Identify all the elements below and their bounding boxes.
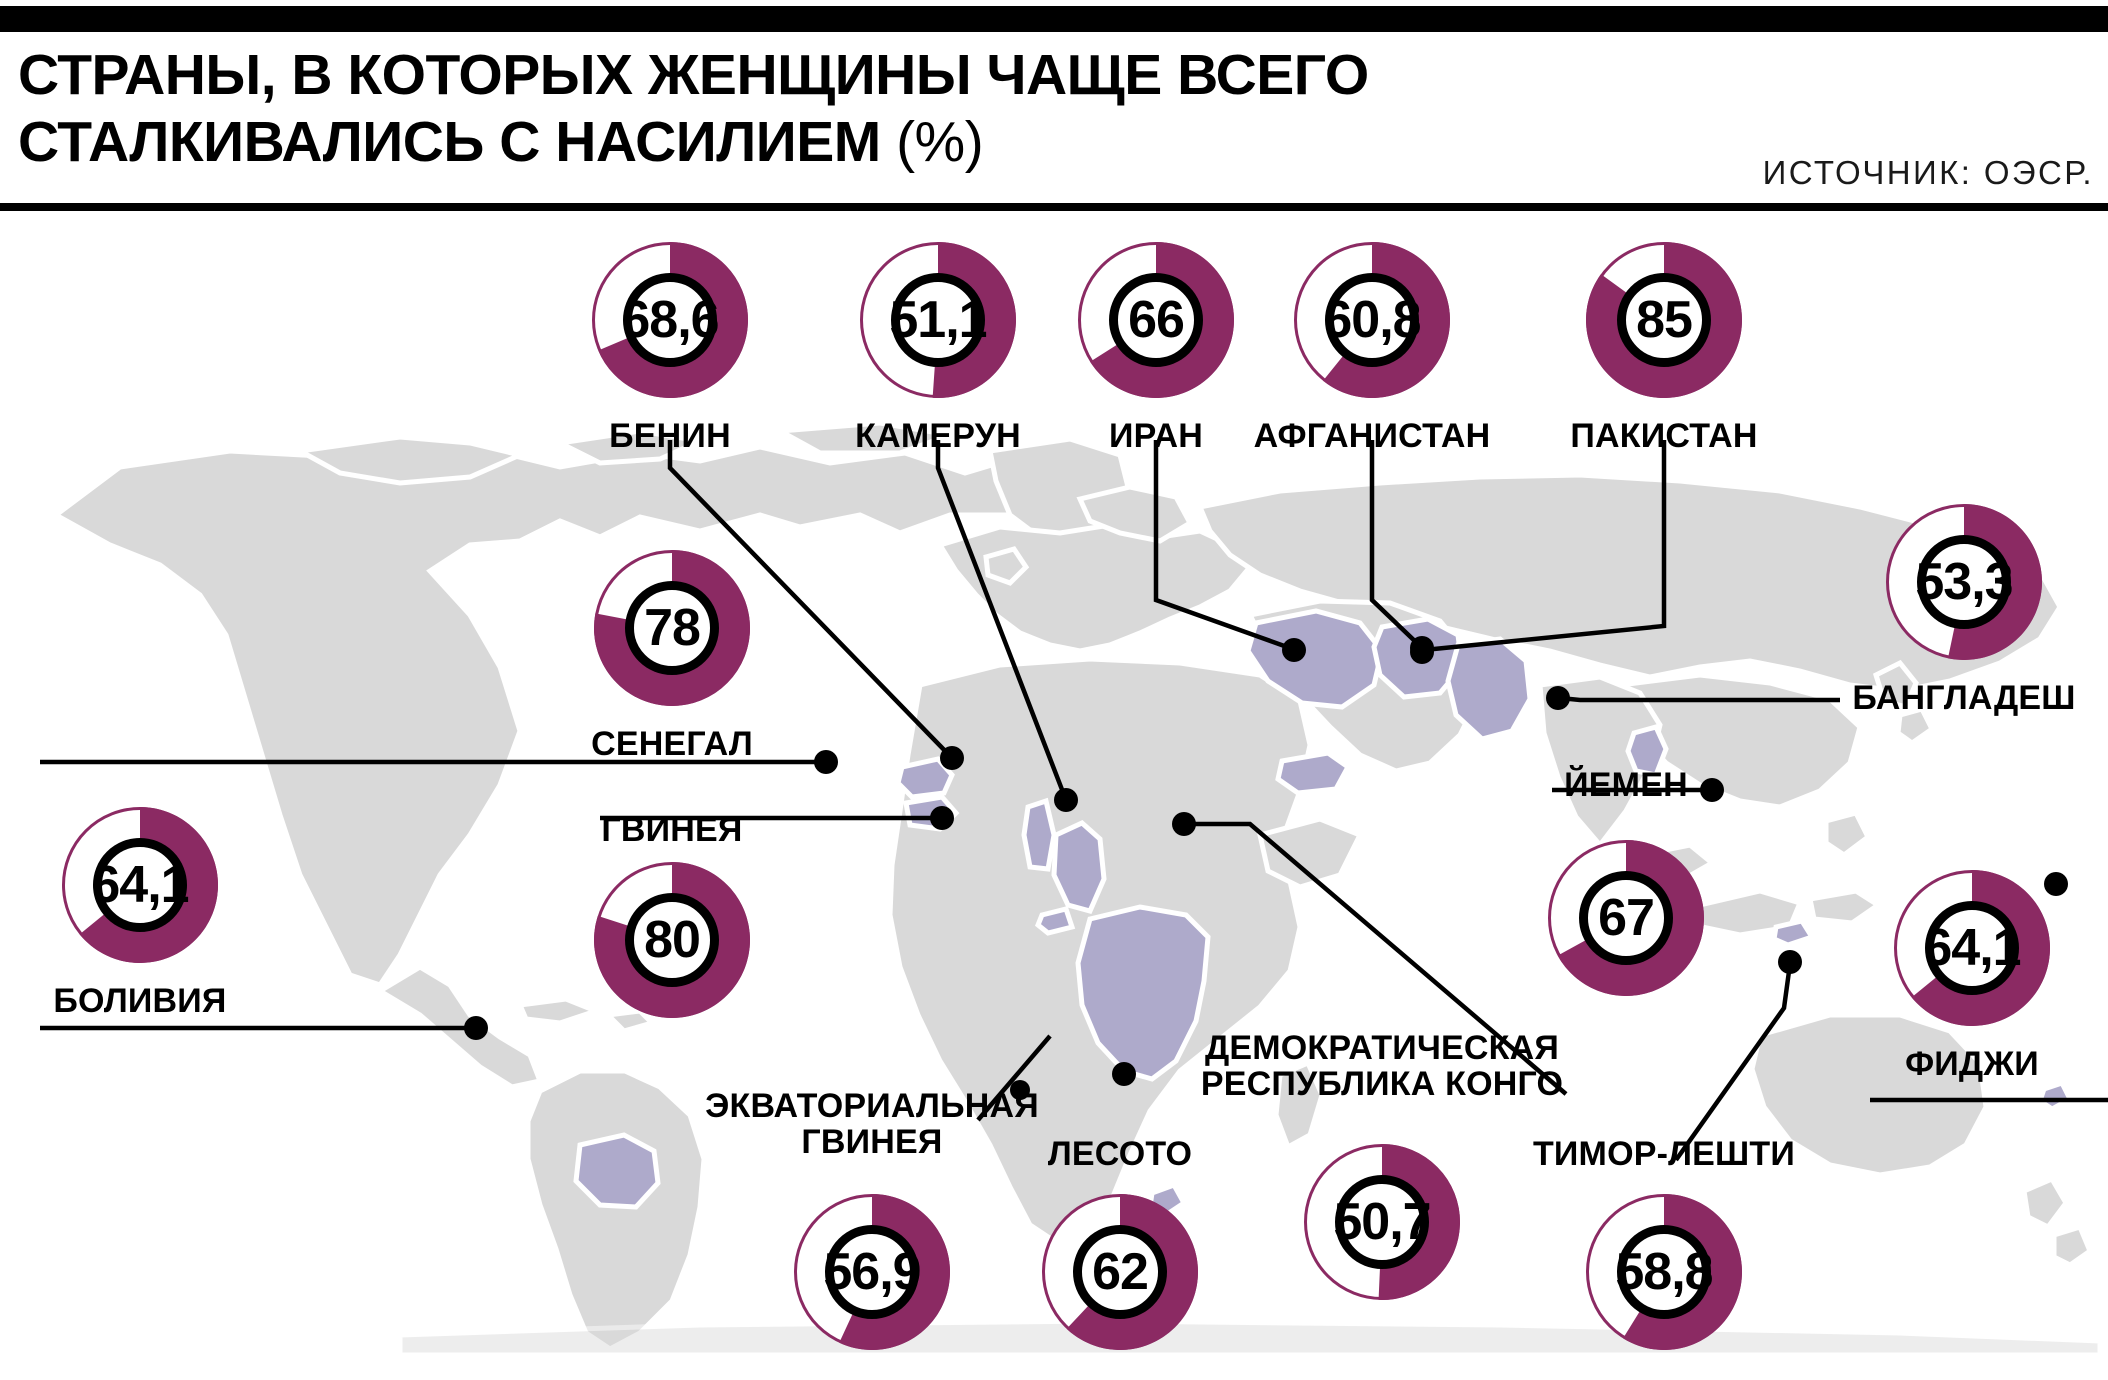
donut-node-guinea[interactable]: 80: [591, 859, 753, 1021]
top-divider: [0, 6, 2108, 32]
value-label-drc: 50,7: [1333, 1193, 1431, 1251]
value-label-lesotho: 62: [1092, 1243, 1149, 1301]
country-label-lesotho: ЛЕСОТО: [1047, 1135, 1193, 1173]
donut-node-iran[interactable]: 66: [1075, 239, 1237, 401]
source-credit: ИСТОЧНИК: ОЭСР.: [1762, 154, 2094, 191]
donut-chart-pakistan: 85: [1583, 239, 1745, 401]
value-bubble-eq-guinea: 56,9: [823, 1225, 922, 1319]
donut-node-lesotho[interactable]: 62: [1039, 1191, 1201, 1353]
country-label-benin: БЕНИН: [609, 417, 731, 455]
title-line-2: СТАЛКИВАЛИСЬ С НАСИЛИЕМ: [18, 110, 881, 175]
donut-node-bangladesh[interactable]: 53,3: [1883, 501, 2045, 663]
region-fiji: [2037, 1079, 2074, 1112]
value-label-yemen: 67: [1598, 889, 1655, 947]
page-title: СТРАНЫ, В КОТОРЫХ ЖЕНЩИНЫ ЧАЩЕ ВСЕГО СТА…: [18, 42, 1658, 177]
value-label-cameroon: 51,1: [889, 291, 987, 349]
value-label-afghanistan: 60,8: [1323, 291, 1421, 349]
value-label-bangladesh: 53,3: [1915, 553, 2013, 611]
value-bubble-afghanistan: 60,8: [1323, 273, 1422, 367]
country-label-timor: ТИМОР-ЛЕШТИ: [1532, 1135, 1796, 1173]
value-label-eq-guinea: 56,9: [823, 1243, 921, 1301]
header: СТРАНЫ, В КОТОРЫХ ЖЕНЩИНЫ ЧАЩЕ ВСЕГО СТА…: [10, 36, 2100, 206]
region-senegal: [895, 756, 955, 800]
title-line-1: СТРАНЫ, В КОТОРЫХ ЖЕНЩИНЫ ЧАЩЕ ВСЕГО: [18, 43, 1369, 107]
value-bubble-bolivia: 64,1: [91, 838, 190, 932]
region-timor: [1771, 918, 1816, 948]
donut-node-fiji[interactable]: 64,1: [1891, 867, 2053, 1029]
region-benin: [1021, 797, 1057, 872]
value-bubble-lesotho: 62: [1073, 1225, 1167, 1319]
region-eq-guinea: [1034, 906, 1076, 936]
value-bubble-senegal: 78: [625, 581, 719, 675]
world-map: [51, 420, 2103, 1355]
donut-chart-lesotho: 62: [1039, 1191, 1201, 1353]
value-label-benin: 68,6: [621, 291, 719, 349]
donut-chart-afghanistan: 60,8: [1291, 239, 1453, 401]
donut-chart-timor: 58,8: [1583, 1191, 1745, 1353]
value-bubble-timor: 58,8: [1615, 1225, 1714, 1319]
country-label-bangladesh: БАНГЛАДЕШ: [1852, 679, 2076, 717]
value-bubble-benin: 68,6: [621, 273, 720, 367]
donut-chart-senegal: 78: [591, 547, 753, 709]
country-label-yemen: ЙЕМЕН: [1564, 766, 1688, 804]
value-label-pakistan: 85: [1636, 291, 1693, 349]
donut-chart-iran: 66: [1075, 239, 1237, 401]
value-bubble-drc: 50,7: [1333, 1175, 1432, 1269]
donut-chart-bolivia: 64,1: [59, 804, 221, 966]
country-label-fiji: ФИДЖИ: [1905, 1045, 2039, 1083]
donut-chart-yemen: 67: [1545, 837, 1707, 999]
country-label-cameroon: КАМЕРУН: [855, 417, 1021, 455]
value-label-guinea: 80: [644, 911, 701, 969]
donut-chart-drc: 50,7: [1301, 1141, 1463, 1303]
value-bubble-bangladesh: 53,3: [1915, 535, 2014, 629]
header-divider: [0, 203, 2108, 211]
country-label-guinea: ГВИНЕЯ: [601, 811, 743, 849]
value-bubble-fiji: 64,1: [1923, 901, 2022, 995]
donut-node-senegal[interactable]: 78: [591, 547, 753, 709]
value-label-bolivia: 64,1: [91, 856, 189, 914]
value-label-timor: 58,8: [1615, 1243, 1713, 1301]
region-cameroon: [1051, 820, 1107, 914]
donut-node-yemen[interactable]: 67: [1545, 837, 1707, 999]
donut-chart-bangladesh: 53,3: [1883, 501, 2045, 663]
country-label-afghanistan: АФГАНИСТАН: [1253, 417, 1491, 455]
donut-chart-benin: 68,6: [589, 239, 751, 401]
region-bangladesh: [1625, 724, 1669, 778]
donut-node-drc[interactable]: 50,7: [1301, 1141, 1463, 1303]
donut-node-bolivia[interactable]: 64,1: [59, 804, 221, 966]
value-bubble-yemen: 67: [1579, 871, 1673, 965]
donut-node-eq-guinea[interactable]: 56,9: [791, 1191, 953, 1353]
country-label-eq-guinea: ЭКВАТОРИАЛЬНАЯ ГВИНЕЯ: [705, 1087, 1039, 1162]
value-label-iran: 66: [1128, 291, 1185, 349]
donut-chart-fiji: 64,1: [1891, 867, 2053, 1029]
donut-chart-eq-guinea: 56,9: [791, 1191, 953, 1353]
donut-node-pakistan[interactable]: 85: [1583, 239, 1745, 401]
title-unit: (%): [896, 110, 984, 175]
region-yemen: [1275, 750, 1352, 796]
donut-chart-cameroon: 51,1: [857, 239, 1019, 401]
country-label-bolivia: БОЛИВИЯ: [53, 982, 227, 1020]
donut-node-afghanistan[interactable]: 60,8: [1291, 239, 1453, 401]
donut-chart-guinea: 80: [591, 859, 753, 1021]
donut-node-timor[interactable]: 58,8: [1583, 1191, 1745, 1353]
country-label-pakistan: ПАКИСТАН: [1570, 417, 1758, 455]
country-label-iran: ИРАН: [1108, 417, 1204, 455]
donut-node-benin[interactable]: 68,6: [589, 239, 751, 401]
country-label-drc: ДЕМОКРАТИЧЕСКАЯ РЕСПУБЛИКА КОНГО: [1200, 1029, 1564, 1104]
value-label-senegal: 78: [644, 599, 701, 657]
value-bubble-iran: 66: [1109, 273, 1203, 367]
value-label-fiji: 64,1: [1923, 919, 2021, 977]
value-bubble-pakistan: 85: [1617, 273, 1711, 367]
country-label-senegal: СЕНЕГАЛ: [591, 725, 753, 763]
value-bubble-guinea: 80: [625, 893, 719, 987]
value-bubble-cameroon: 51,1: [889, 273, 988, 367]
donut-node-cameroon[interactable]: 51,1: [857, 239, 1019, 401]
region-bolivia: [573, 1132, 661, 1210]
